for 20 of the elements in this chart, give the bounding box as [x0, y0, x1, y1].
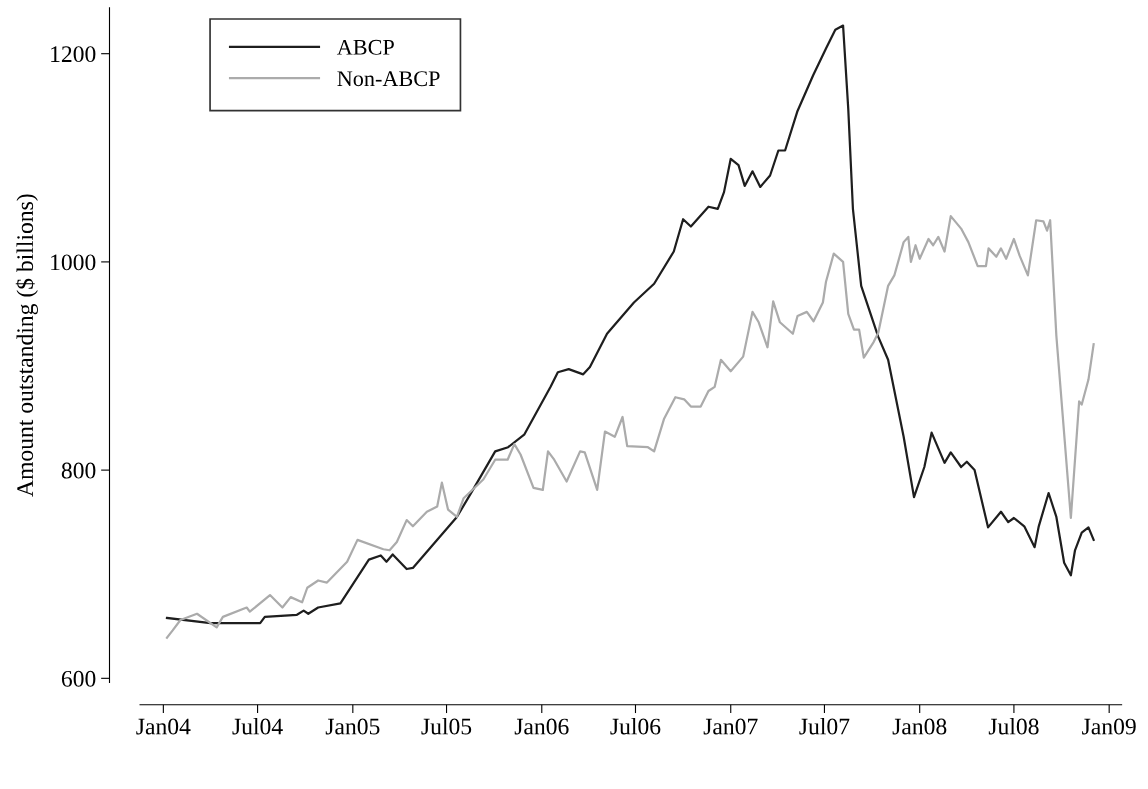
line-series [165, 24, 1095, 625]
y-tick-label: 800 [61, 462, 96, 479]
y-tick-label: 600 [61, 670, 96, 687]
x-tick-label: Jul07 [799, 717, 850, 735]
x-tick-label: Jan04 [136, 718, 191, 735]
y-tick-label: 1200 [51, 46, 96, 63]
y-axis-title: Amount outstanding ($ billions) [15, 194, 38, 497]
x-tick-label: Jul08 [988, 717, 1039, 735]
x-tick-label: Jul05 [421, 717, 472, 735]
x-tick-label: Jan09 [1082, 718, 1136, 735]
x-tick-label: Jan07 [703, 718, 758, 735]
x-tick-label: Jan06 [514, 718, 569, 735]
x-tick-label: Jan08 [892, 718, 947, 735]
legend-label: ABCP [336, 39, 394, 55]
line-series [165, 214, 1095, 639]
x-tick-label: Jul04 [232, 717, 283, 735]
x-tick-label: Jul06 [610, 717, 661, 735]
x-tick-label: Jan05 [325, 718, 380, 735]
y-tick-label: 1000 [51, 254, 96, 271]
legend-label: Non-ABCP [337, 71, 440, 87]
